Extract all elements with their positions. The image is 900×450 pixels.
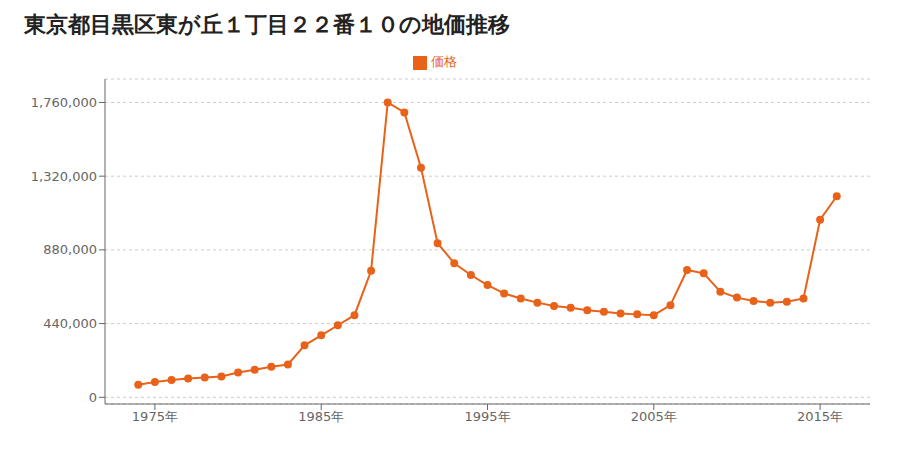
svg-text:880,000: 880,000 [43, 242, 97, 257]
svg-text:1975年: 1975年 [132, 409, 178, 424]
html-text:東京都目黒区東が丘１丁目２２番１０の地価推移: 東京都目黒区東が丘１丁目２２番１０の地価推移 [24, 12, 510, 37]
svg-text:2015年: 2015年 [797, 409, 843, 424]
svg-text:1,760,000: 1,760,000 [31, 95, 97, 110]
html-text:価格: 価格 [431, 54, 457, 69]
svg-text:0: 0 [89, 390, 97, 405]
svg-text:2005年: 2005年 [631, 409, 677, 424]
svg-text:1,320,000: 1,320,000 [31, 169, 97, 184]
svg-text:1985年: 1985年 [298, 409, 344, 424]
svg-text:440,000: 440,000 [43, 316, 97, 331]
svg-text:1995年: 1995年 [464, 409, 510, 424]
